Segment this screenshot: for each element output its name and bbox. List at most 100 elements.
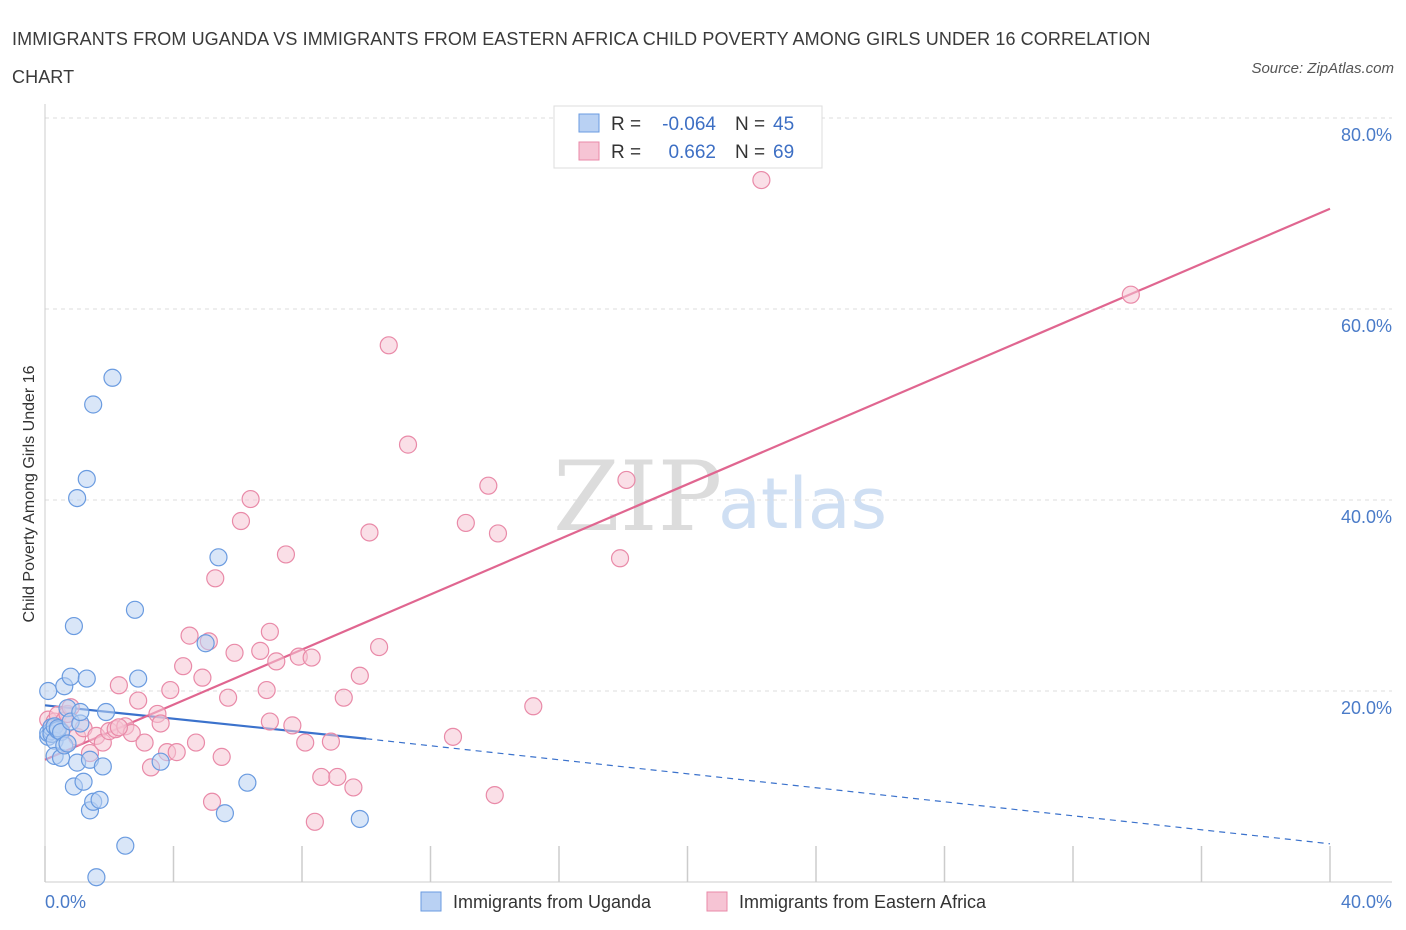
point-eastern-15 [109,676,128,695]
point-eastern-51 [344,778,363,797]
point-eastern-18 [129,691,148,710]
point-eastern-61 [488,524,508,543]
point-uganda-41 [196,634,215,653]
point-eastern-39 [260,622,279,641]
point-uganda-0 [39,681,58,701]
point-eastern-58 [456,513,475,533]
y-tick-label-20: 20.0% [1341,698,1392,718]
point-eastern-59 [479,476,498,495]
point-eastern-33 [219,688,238,707]
point-eastern-42 [283,716,302,735]
legend-n-value-uganda: 45 [773,114,794,135]
point-eastern-54 [370,637,389,657]
point-uganda-33 [90,790,109,809]
point-eastern-65 [752,170,771,190]
point-eastern-66 [1121,285,1140,304]
point-eastern-63 [610,549,630,568]
point-eastern-50 [334,688,353,707]
x-tick-label-max: 40.0% [1341,892,1392,912]
legend-r-label-uganda: R = [611,114,641,135]
point-eastern-35 [231,511,251,531]
y-tick-label-80: 80.0% [1341,125,1392,145]
point-uganda-16 [58,734,77,753]
point-uganda-40 [151,752,170,771]
point-eastern-44 [296,733,315,752]
point-eastern-41 [276,545,296,564]
point-eastern-27 [180,626,199,645]
point-eastern-45 [302,648,321,667]
point-eastern-37 [251,641,270,660]
point-uganda-25 [74,772,93,791]
watermark-zip: ZIP [553,441,722,553]
point-eastern-68 [260,712,279,731]
point-eastern-64 [617,470,636,490]
chart-source: Source: ZipAtlas.com [1251,60,1394,77]
point-uganda-45 [350,809,369,829]
point-eastern-47 [312,767,331,787]
point-uganda-17 [61,667,80,686]
point-eastern-32 [212,747,231,766]
axes [44,104,1392,883]
point-uganda-43 [215,804,234,823]
series-eastern-africa-points [39,170,1140,831]
bottom-legend-swatch-eastern [706,891,728,912]
point-eastern-38 [257,680,276,700]
y-tick-labels: 20.0% 40.0% 60.0% 80.0% [1341,125,1392,718]
point-eastern-19 [135,733,154,752]
point-eastern-29 [193,668,212,687]
trend-line-uganda-extension [366,738,1331,845]
point-uganda-42 [209,548,228,567]
point-eastern-53 [360,523,379,542]
legend-swatch-eastern [578,141,600,161]
y-axis-label: Child Poverty Among Girls Under 16 [21,365,38,622]
point-uganda-26 [77,469,96,489]
series-legend: Immigrants from Uganda Immigrants from E… [420,891,987,912]
point-eastern-62 [524,697,543,716]
point-eastern-49 [328,767,347,787]
legend-r-value-eastern: 0.662 [668,142,716,163]
point-eastern-52 [350,666,369,685]
point-eastern-31 [206,569,225,588]
point-eastern-55 [379,336,398,355]
point-uganda-36 [103,368,122,387]
point-eastern-36 [241,489,260,509]
legend-n-label-uganda: N = [735,114,765,135]
point-eastern-48 [321,732,341,751]
point-eastern-28 [186,733,206,752]
x-tick-label-min: 0.0% [45,892,86,912]
point-eastern-24 [161,680,180,700]
point-eastern-56 [398,435,418,454]
chart-title: IMMIGRANTS FROM UGANDA VS IMMIGRANTS FRO… [12,29,1151,87]
y-tick-label-40: 40.0% [1341,507,1392,527]
legend-swatch-uganda [578,113,600,133]
point-eastern-46 [305,812,324,831]
point-uganda-37 [116,836,135,855]
point-eastern-26 [174,657,193,676]
point-eastern-60 [485,785,504,805]
point-eastern-22 [151,714,170,733]
point-uganda-39 [129,669,148,688]
point-uganda-44 [238,773,257,792]
point-uganda-20 [64,616,84,636]
legend-r-value-uganda: -0.064 [662,114,716,135]
series-uganda-points [39,368,369,887]
bottom-legend-label-eastern: Immigrants from Eastern Africa [739,892,987,912]
legend-n-value-eastern: 69 [773,142,794,163]
bottom-legend-swatch-uganda [420,891,442,912]
point-uganda-38 [125,600,145,619]
trend-line-eastern [44,207,1331,761]
point-uganda-21 [68,488,87,508]
y-tick-label-60: 60.0% [1341,316,1392,336]
point-eastern-69 [109,718,128,737]
point-eastern-67 [202,792,222,811]
point-eastern-40 [267,652,286,671]
point-eastern-25 [167,743,186,762]
bottom-legend-label-uganda: Immigrants from Uganda [453,892,652,912]
legend-r-label-eastern: R = [611,142,641,163]
point-uganda-32 [87,868,106,887]
legend-n-label-eastern: N = [735,142,765,163]
correlation-legend: R = -0.064 N = 45 R = 0.662 N = 69 [553,105,823,169]
point-uganda-35 [96,702,116,722]
point-uganda-30 [84,395,103,414]
